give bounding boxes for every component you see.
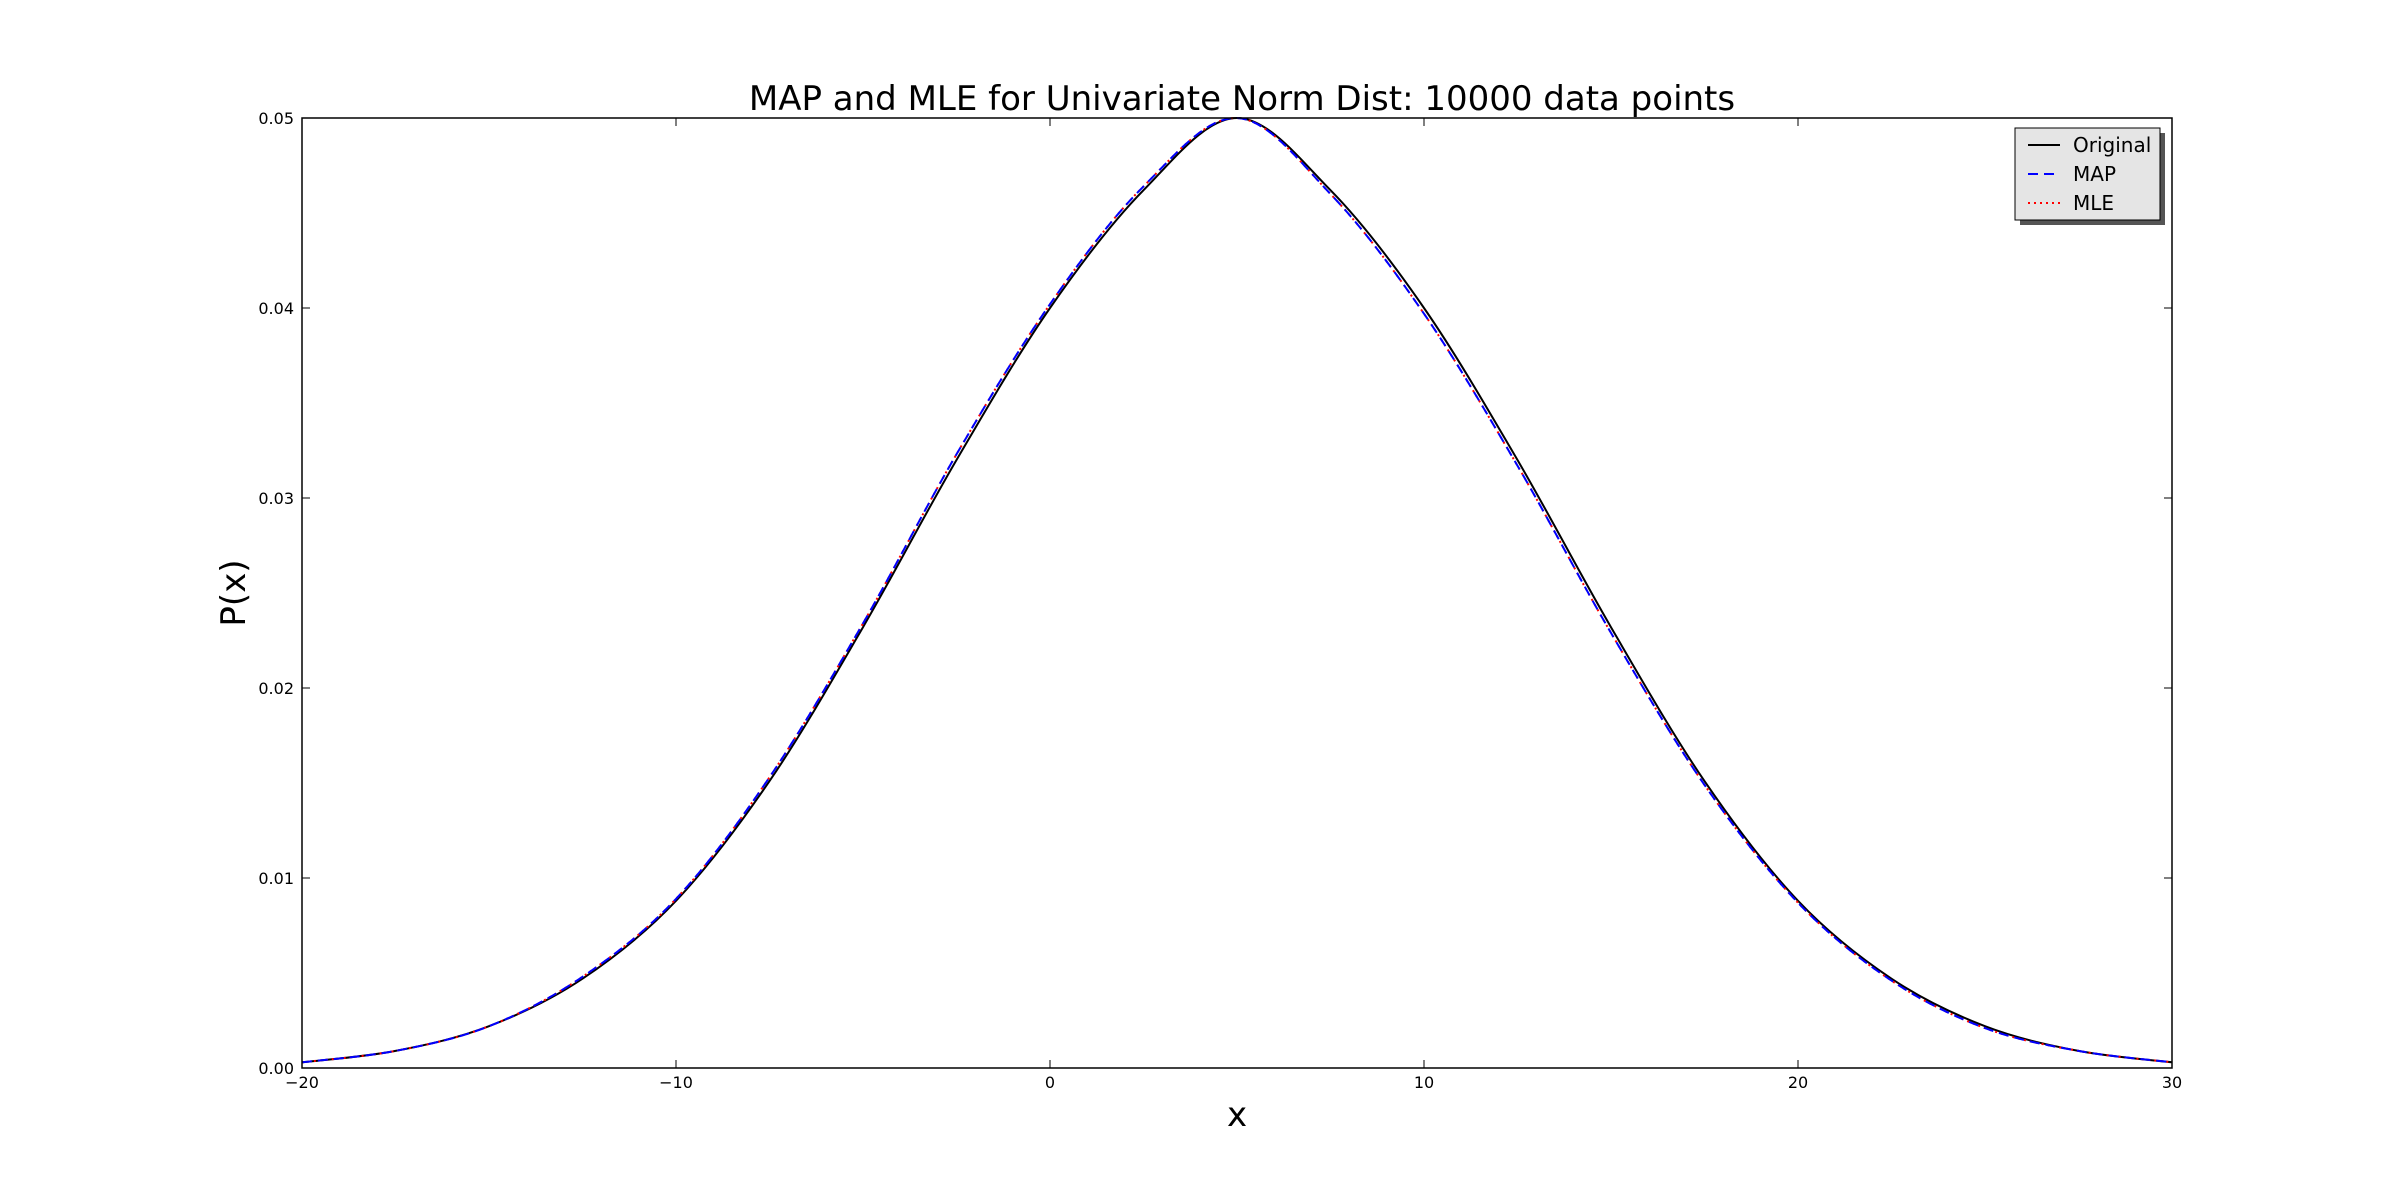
x-tick-label: −20 — [285, 1073, 319, 1092]
legend-box — [2014, 127, 2161, 221]
x-tick-label: −10 — [659, 1073, 693, 1092]
chart-title: MAP and MLE for Univariate Norm Dist: 10… — [749, 79, 1735, 119]
plot-frame — [301, 117, 2173, 1069]
y-tick-label: 0.00 — [258, 1059, 294, 1078]
legend-items: Original MAP MLE — [2028, 133, 2151, 215]
series-line-mle — [301, 116, 2173, 1064]
series-line-original — [301, 116, 2173, 1064]
y-tick-label: 0.01 — [258, 869, 294, 888]
y-tick-label: 0.04 — [258, 299, 294, 318]
x-tick-label: 10 — [1414, 1073, 1434, 1092]
x-tick-label: 20 — [1788, 1073, 1808, 1092]
x-tick-label: 30 — [2162, 1073, 2182, 1092]
legend-label-original: Original — [2073, 133, 2151, 157]
y-axis-label: P(x) — [214, 559, 254, 626]
legend-label-map: MAP — [2073, 162, 2116, 186]
axis-ticks: −20 −10 0 10 20 30 0.00 0.01 0.02 0.03 0.04 0.05 — [258, 109, 2182, 1092]
x-tick-label: 0 — [1045, 1073, 1055, 1092]
y-tick-label: 0.03 — [258, 489, 294, 508]
y-tick-label: 0.05 — [258, 109, 294, 128]
x-axis-label: x — [1227, 1095, 1247, 1135]
y-tick-label: 0.02 — [258, 679, 294, 698]
legend-label-mle: MLE — [2073, 191, 2114, 215]
series-lines — [301, 116, 2173, 1064]
legend: Original MAP MLE — [2014, 127, 2165, 225]
series-line-map — [301, 116, 2173, 1064]
